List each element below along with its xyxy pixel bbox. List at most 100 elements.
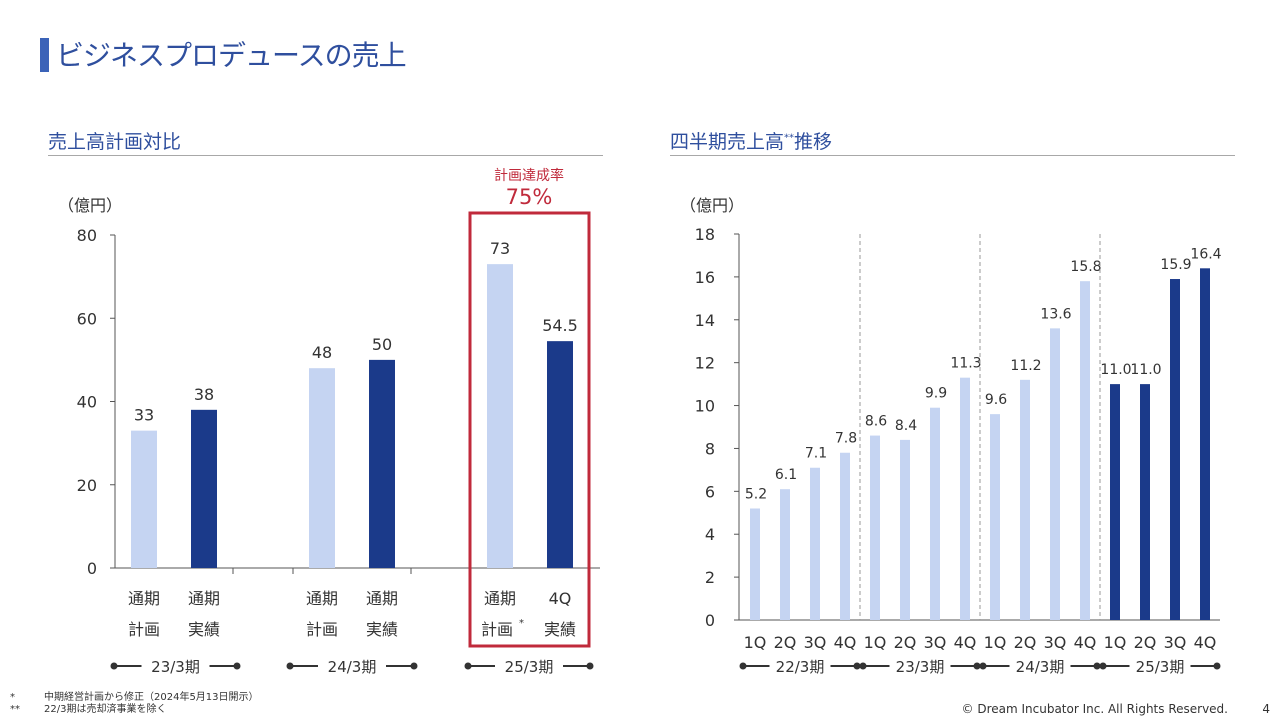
achievement-value: 75% (506, 185, 553, 209)
left-period-bracket-dot (110, 662, 118, 670)
right-y-tick-label: 6 (705, 482, 715, 501)
right-bar (1170, 279, 1180, 620)
left-y-tick-label: 40 (77, 393, 97, 412)
left-bar-value-label: 33 (134, 406, 154, 425)
right-bar (1050, 328, 1060, 620)
right-bar-value-label: 11.2 (1010, 358, 1041, 374)
footnote-1-mark: * (10, 692, 15, 703)
right-bar-value-label: 7.1 (805, 446, 827, 462)
right-quarter-label: 3Q (804, 633, 827, 652)
left-section-title: 売上高計画対比 (48, 131, 182, 153)
left-bar-value-label: 73 (490, 239, 510, 258)
left-bar (487, 264, 513, 568)
right-bar (1140, 384, 1150, 620)
right-bar (1020, 379, 1030, 620)
left-category-line2: 計画 (306, 620, 338, 639)
left-period-bracket-dot (464, 662, 472, 670)
right-bar-value-label: 15.8 (1070, 259, 1101, 275)
left-bar-value-label: 50 (372, 335, 392, 354)
right-bar-value-label: 7.8 (835, 431, 857, 447)
right-section-title-tail: 推移 (794, 131, 833, 153)
left-period-bracket-dot (286, 662, 294, 670)
right-bar-value-label: 16.4 (1190, 246, 1221, 262)
right-y-tick-label: 18 (695, 225, 715, 244)
footnote-1: * 中期経営計画から修正（2024年5月13日開示） (10, 688, 259, 703)
left-category-line2: 計画 (481, 620, 513, 639)
page-title: ビジネスプロデュースの売上 (56, 39, 407, 72)
left-period-label: 23/3期 (151, 658, 200, 676)
left-bar (309, 368, 335, 568)
left-category-line2: 計画 (128, 620, 160, 639)
left-bar (369, 359, 395, 568)
left-period-label: 25/3期 (505, 658, 554, 676)
left-period-bracket-dot (586, 662, 594, 670)
right-period-bracket-dot (1099, 662, 1107, 670)
right-bar (900, 439, 910, 620)
right-period-bracket-dot (1213, 662, 1221, 670)
left-category-line2: 実績 (366, 620, 398, 639)
right-bar (1110, 384, 1120, 620)
right-y-tick-label: 14 (695, 311, 715, 330)
right-section-title-main: 四半期売上高 (670, 131, 785, 153)
right-quarter-label: 3Q (924, 633, 947, 652)
left-category-line1: 4Q (549, 589, 572, 608)
right-quarter-label: 4Q (1074, 633, 1097, 652)
left-category-line1: 通期 (366, 589, 398, 608)
title-accent-bar (40, 38, 49, 72)
right-y-tick-label: 16 (695, 268, 715, 287)
right-quarter-label: 4Q (954, 633, 977, 652)
left-category-line1: 通期 (128, 589, 160, 608)
right-period-label: 24/3期 (1016, 658, 1065, 676)
right-quarter-label: 2Q (1014, 633, 1037, 652)
right-quarter-label: 2Q (1134, 633, 1157, 652)
footnote-2: ** 22/3期は売却済事業を除く (10, 700, 166, 715)
right-bar (840, 452, 850, 620)
right-period-label: 22/3期 (776, 658, 825, 676)
right-bar (780, 489, 790, 620)
left-bar-value-label: 54.5 (542, 316, 578, 335)
right-quarter-label: 2Q (774, 633, 797, 652)
left-period-label: 24/3期 (328, 658, 377, 676)
left-y-tick-label: 20 (77, 476, 97, 495)
right-bar-value-label: 11.0 (1130, 362, 1161, 378)
right-period-bracket-dot (1093, 662, 1101, 670)
right-bar (1080, 281, 1090, 620)
left-bar (191, 409, 217, 568)
right-quarter-label: 2Q (894, 633, 917, 652)
right-y-tick-label: 12 (695, 354, 715, 373)
footnote-2-text: 22/3期は売却済事業を除く (44, 704, 167, 715)
right-period-bracket-dot (979, 662, 987, 670)
right-bar-value-label: 8.4 (895, 418, 917, 434)
right-period-label: 23/3期 (896, 658, 945, 676)
right-quarter-label: 4Q (834, 633, 857, 652)
right-y-tick-label: 8 (705, 439, 715, 458)
copyright: © Dream Incubator Inc. All Rights Reserv… (961, 702, 1228, 716)
right-bar-value-label: 9.9 (925, 386, 947, 402)
right-section-divider (670, 155, 1235, 156)
left-bar (131, 430, 157, 568)
left-section-divider (48, 155, 603, 156)
left-bar (547, 341, 573, 568)
left-bar-value-label: 48 (312, 343, 332, 362)
right-bar-value-label: 8.6 (865, 414, 887, 430)
right-bar (1200, 268, 1210, 620)
right-quarter-label: 3Q (1164, 633, 1187, 652)
left-y-tick-label: 0 (87, 559, 97, 578)
page-number: 4 (1262, 702, 1270, 716)
right-bar (960, 377, 970, 620)
right-bar (870, 435, 880, 620)
right-section-title: 四半期売上高**推移 (670, 127, 832, 154)
right-period-label: 25/3期 (1136, 658, 1185, 676)
right-bar-value-label: 11.3 (950, 356, 981, 372)
right-period-bracket-dot (853, 662, 861, 670)
right-period-bracket-dot (973, 662, 981, 670)
right-period-bracket-dot (859, 662, 867, 670)
right-quarter-label: 1Q (1104, 633, 1127, 652)
right-bar-value-label: 11.0 (1100, 362, 1131, 378)
right-period-bracket-dot (739, 662, 747, 670)
achievement-label: 計画達成率 (494, 167, 564, 184)
footnote-1-text: 中期経営計画から修正（2024年5月13日開示） (44, 692, 259, 703)
left-category-line1: 通期 (484, 589, 516, 608)
right-quarter-label: 3Q (1044, 633, 1067, 652)
